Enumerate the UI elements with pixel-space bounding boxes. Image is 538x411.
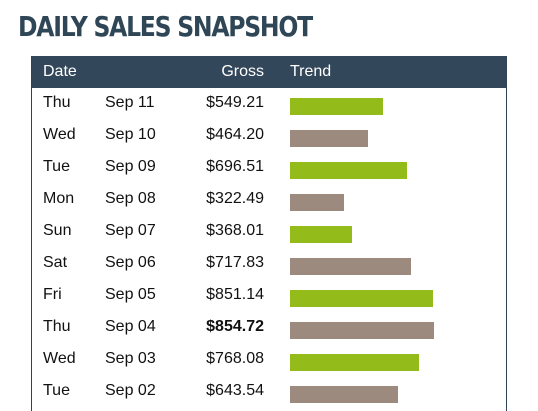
trend-bar-up bbox=[290, 98, 383, 115]
row-date: Sep 10 bbox=[105, 126, 156, 143]
row-date: Sep 09 bbox=[105, 158, 156, 175]
row-gross: $322.49 bbox=[206, 190, 264, 207]
row-day: Fri bbox=[43, 286, 62, 303]
row-gross: $696.51 bbox=[206, 158, 264, 175]
table-row: Tue Sep 09 $696.51 bbox=[32, 152, 506, 184]
table-row: Wed Sep 03 $768.08 bbox=[32, 344, 506, 376]
row-date: Sep 08 bbox=[105, 190, 156, 207]
row-date: Sep 04 bbox=[105, 318, 156, 335]
table-row: Thu Sep 11 $549.21 bbox=[32, 88, 506, 120]
row-gross: $643.54 bbox=[206, 382, 264, 399]
trend-bar-down bbox=[290, 130, 368, 147]
table-row: Sun Sep 07 $368.01 bbox=[32, 216, 506, 248]
row-date: Sep 07 bbox=[105, 222, 156, 239]
row-date: Sep 06 bbox=[105, 254, 156, 271]
table-row: Thu Sep 04 $854.72 bbox=[32, 312, 506, 344]
page-title: DAILY SALES SNAPSHOT bbox=[18, 10, 313, 43]
table-row: Wed Sep 10 $464.20 bbox=[32, 120, 506, 152]
trend-bar-up bbox=[290, 290, 433, 307]
row-date: Sep 05 bbox=[105, 286, 156, 303]
row-day: Mon bbox=[43, 190, 75, 207]
row-date: Sep 03 bbox=[105, 350, 156, 367]
table-body: Thu Sep 11 $549.21 Wed Sep 10 $464.20 Tue Sep 0… bbox=[32, 88, 506, 408]
row-gross: $851.14 bbox=[206, 286, 264, 303]
trend-bar-up bbox=[290, 162, 407, 179]
row-gross: $717.83 bbox=[206, 254, 264, 271]
table-row: Mon Sep 08 $322.49 bbox=[32, 184, 506, 216]
row-day: Wed bbox=[43, 350, 76, 367]
row-date: Sep 02 bbox=[105, 382, 156, 399]
row-gross: $768.08 bbox=[206, 350, 264, 367]
sales-table: Date Gross Trend Thu Sep 11 $549.21 Wed Sep … bbox=[31, 56, 507, 411]
table-row: Fri Sep 05 $851.14 bbox=[32, 280, 506, 312]
row-day: Tue bbox=[43, 158, 70, 175]
trend-bar-up bbox=[290, 226, 352, 243]
row-gross: $464.20 bbox=[206, 126, 264, 143]
row-gross: $549.21 bbox=[206, 94, 264, 111]
row-day: Sun bbox=[43, 222, 72, 239]
column-header-trend[interactable]: Trend bbox=[290, 63, 332, 80]
row-day: Thu bbox=[43, 318, 71, 335]
table-row: Sat Sep 06 $717.83 bbox=[32, 248, 506, 280]
trend-bar-up bbox=[290, 354, 419, 371]
table-row: Tue Sep 02 $643.54 bbox=[32, 376, 506, 408]
row-gross: $854.72 bbox=[206, 318, 264, 335]
row-day: Thu bbox=[43, 94, 71, 111]
row-date: Sep 11 bbox=[105, 94, 155, 111]
trend-bar-down bbox=[290, 258, 411, 275]
trend-bar-down bbox=[290, 386, 398, 403]
row-day: Sat bbox=[43, 254, 68, 271]
column-header-gross[interactable]: Gross bbox=[221, 63, 264, 80]
row-gross: $368.01 bbox=[206, 222, 264, 239]
row-day: Wed bbox=[43, 126, 76, 143]
row-day: Tue bbox=[43, 382, 70, 399]
table-header: Date Gross Trend bbox=[32, 56, 506, 88]
column-header-date[interactable]: Date bbox=[43, 63, 77, 80]
trend-bar-down bbox=[290, 194, 344, 211]
trend-bar-down bbox=[290, 322, 434, 339]
